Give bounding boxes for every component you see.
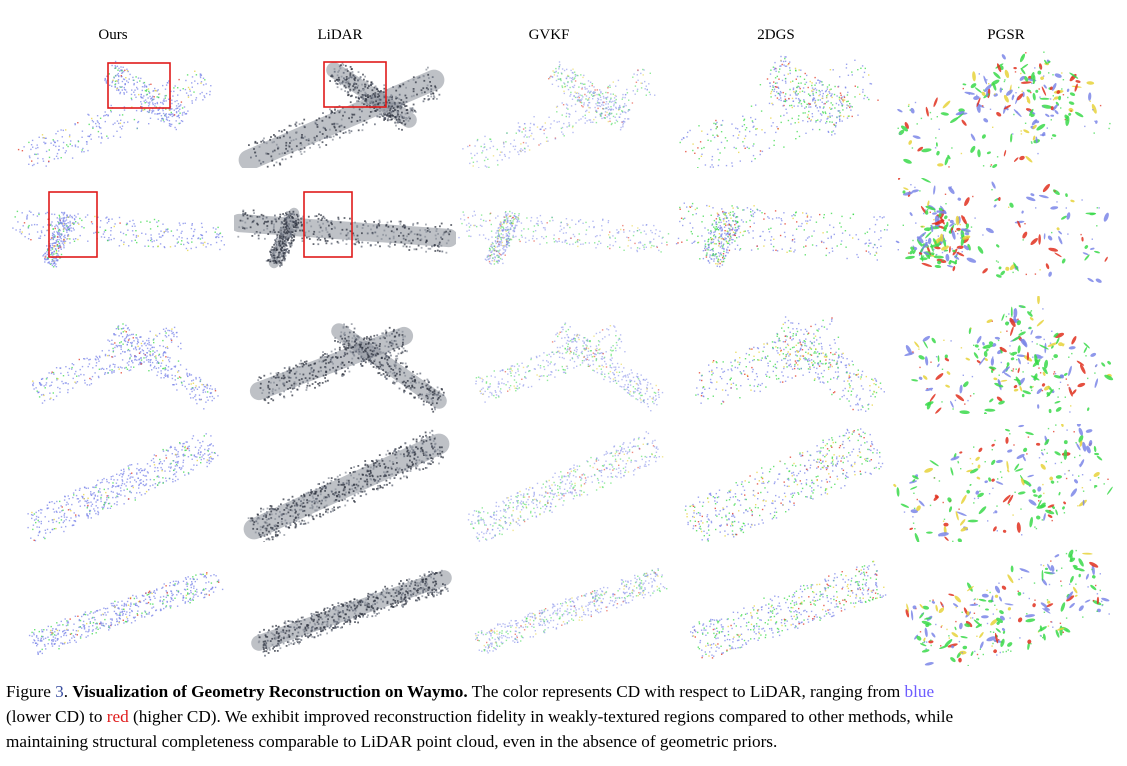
point-cloud-gvkf (462, 61, 656, 168)
caption-text-3: (higher CD). We exhibit improved reconst… (128, 707, 954, 726)
column-header-lidar: LiDAR (317, 27, 363, 43)
point-cloud-lidar (251, 569, 452, 657)
point-cloud-lidar (238, 61, 445, 168)
panel-gvkf-row-3 (452, 296, 674, 414)
panel-2dgs-row-4 (670, 424, 892, 542)
panel-lidar-row-3 (234, 296, 456, 414)
caption-line-2: (lower CD) to red (higher CD). We exhibi… (6, 704, 1124, 729)
point-cloud-ours (17, 60, 212, 167)
panel-pgsr-row-3 (892, 296, 1114, 414)
point-cloud-gvkf (475, 322, 664, 412)
column-header-2dgs: 2DGS (757, 27, 795, 43)
point-cloud-ours (28, 572, 224, 655)
panel-ours-row-3 (8, 296, 230, 414)
caption-line-3: maintaining structural completeness comp… (6, 732, 778, 751)
column-header-pgsr: PGSR (987, 27, 1025, 43)
panel-gvkf-row-5 (452, 548, 674, 666)
point-cloud-pgsr (895, 178, 1109, 283)
panel-ours-row-2 (8, 178, 230, 296)
point-cloud-2dgs (690, 560, 887, 659)
point-cloud-ours (12, 191, 225, 268)
point-cloud-pgsr (905, 549, 1110, 666)
panel-2dgs-row-1 (670, 50, 892, 168)
column-header-gvkf: GVKF (528, 27, 570, 43)
point-cloud-2dgs (675, 202, 889, 268)
panel-gvkf-row-4 (452, 424, 674, 542)
caption-title: Visualization of Geometry Reconstruction… (72, 682, 468, 701)
panel-2dgs-row-3 (670, 296, 892, 414)
point-cloud-pgsr (893, 424, 1113, 542)
point-cloud-ours (32, 323, 219, 410)
point-cloud-lidar (243, 429, 450, 542)
point-cloud-pgsr (897, 51, 1111, 168)
caption-blue-word: blue (904, 682, 935, 701)
panel-lidar-row-4 (234, 424, 456, 542)
panel-pgsr-row-2 (892, 178, 1114, 296)
highlight-box (323, 61, 387, 108)
panel-gvkf-row-2 (452, 178, 674, 296)
panel-pgsr-row-1 (892, 50, 1114, 168)
point-cloud-2dgs (679, 55, 879, 168)
point-cloud-gvkf (467, 431, 664, 542)
panel-lidar-row-2 (234, 178, 456, 296)
panel-gvkf-row-1 (452, 50, 674, 168)
highlight-box (107, 62, 171, 109)
panel-lidar-row-1 (234, 50, 456, 168)
figure-caption: Figure 3. Visualization of Geometry Reco… (6, 679, 1124, 754)
caption-text-1: The color represents CD with respect to … (467, 682, 905, 701)
caption-text-2: (lower CD) to (6, 707, 107, 726)
point-cloud-2dgs (684, 428, 884, 542)
panel-2dgs-row-5 (670, 548, 892, 666)
figure-number[interactable]: 3 (55, 682, 64, 701)
point-cloud-ours (27, 433, 219, 542)
point-cloud-2dgs (695, 316, 885, 412)
caption-red-word: red (106, 707, 129, 726)
point-cloud-gvkf (458, 210, 670, 265)
highlight-box (303, 191, 353, 258)
column-header-ours: Ours (98, 27, 128, 43)
point-cloud-gvkf (474, 568, 668, 654)
panel-pgsr-row-5 (892, 548, 1114, 666)
figure-label: Figure (6, 682, 51, 701)
point-cloud-pgsr (904, 296, 1114, 414)
panel-pgsr-row-4 (892, 424, 1114, 542)
panel-lidar-row-5 (234, 548, 456, 666)
panel-2dgs-row-2 (670, 178, 892, 296)
highlight-box (48, 191, 98, 258)
caption-line-1: Figure 3. Visualization of Geometry Reco… (6, 682, 935, 701)
point-cloud-lidar (249, 323, 447, 413)
panel-ours-row-1 (8, 50, 230, 168)
point-cloud-lidar (234, 191, 456, 269)
panel-ours-row-4 (8, 424, 230, 542)
panel-ours-row-5 (8, 548, 230, 666)
